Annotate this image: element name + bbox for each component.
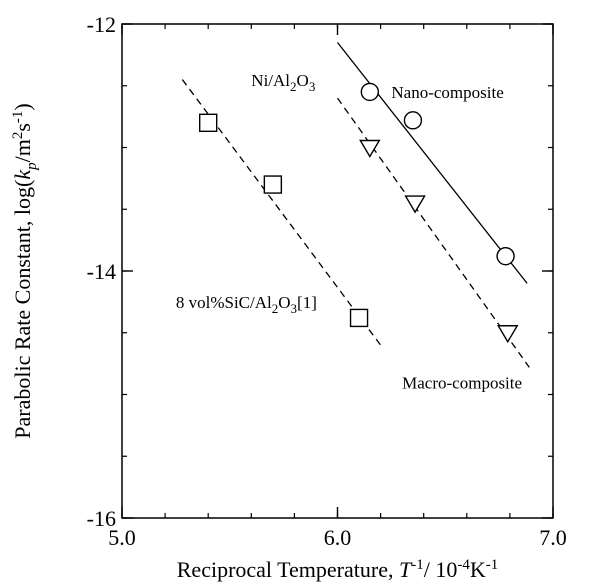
annotation-sic-al2o3: 8 vol%SiC/Al2O3[1] (176, 293, 317, 316)
y-tick-label: -14 (87, 259, 116, 284)
plot-frame (121, 23, 554, 519)
y-tick-label: -12 (87, 12, 116, 37)
x-axis-label: Reciprocal Temperature, T-1/ 10-4K-1 (177, 557, 499, 582)
annotations: Ni/Al2O3 Nano-composite Macro-composite 8 v… (176, 71, 522, 393)
annotation-nano-composite: Nano-composite (391, 83, 503, 102)
x-tick-label: 5.0 (108, 525, 136, 550)
y-axis-label: Parabolic Rate Constant, log(kp/m2s-1) (10, 103, 40, 438)
fit-lines (181, 42, 530, 368)
circle-marker (360, 82, 380, 102)
triangle-marker (497, 325, 519, 344)
fit-line (336, 42, 528, 284)
triangle-marker (359, 139, 381, 158)
x-tick-label: 7.0 (539, 525, 567, 550)
circle-marker (403, 111, 423, 130)
annotation-macro-composite: Macro-composite (402, 373, 522, 392)
square-marker (263, 175, 283, 194)
x-tick-label: 6.0 (324, 525, 352, 550)
square-marker (198, 113, 218, 133)
circle-marker (496, 246, 515, 266)
data-markers (198, 82, 519, 344)
square-marker (349, 308, 369, 328)
y-tick-label: -16 (87, 506, 116, 531)
triangle-marker (404, 195, 426, 214)
annotation-ni-al2o3: Ni/Al2O3 (251, 71, 315, 94)
fit-line (181, 79, 382, 346)
